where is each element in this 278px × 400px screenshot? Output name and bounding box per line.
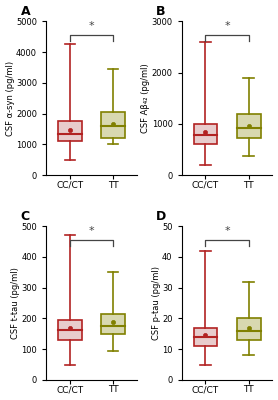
Text: *: *: [224, 226, 230, 236]
Y-axis label: CSF t-tau (pg/ml): CSF t-tau (pg/ml): [11, 267, 20, 339]
Text: *: *: [89, 226, 94, 236]
Bar: [193, 124, 217, 144]
Text: D: D: [156, 210, 167, 223]
Bar: [193, 328, 217, 346]
Text: B: B: [156, 5, 166, 18]
Text: A: A: [21, 5, 30, 18]
Bar: [58, 121, 82, 141]
Bar: [237, 318, 260, 340]
Bar: [58, 320, 82, 340]
Y-axis label: CSF Aβ₄₂ (pg/ml): CSF Aβ₄₂ (pg/ml): [141, 63, 150, 133]
Y-axis label: CSF p-tau (pg/ml): CSF p-tau (pg/ml): [152, 266, 161, 340]
Text: C: C: [21, 210, 30, 223]
Bar: [101, 314, 125, 334]
Bar: [101, 112, 125, 138]
Y-axis label: CSF α-syn (pg/ml): CSF α-syn (pg/ml): [6, 61, 14, 136]
Text: *: *: [224, 21, 230, 31]
Bar: [237, 114, 260, 138]
Text: *: *: [89, 21, 94, 31]
